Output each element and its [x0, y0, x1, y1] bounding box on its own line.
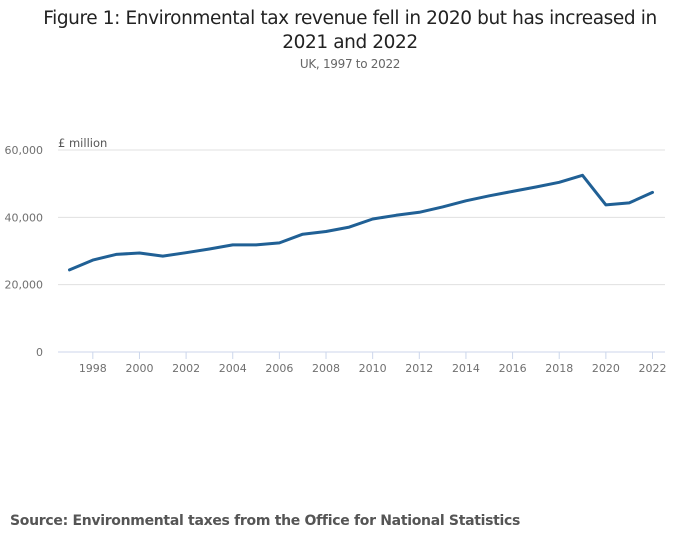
data-point: [534, 185, 538, 189]
data-point: [558, 181, 561, 184]
data-point: [464, 199, 468, 203]
x-tick-label: 2002: [172, 362, 200, 375]
data-point: [371, 217, 374, 221]
data-point: [324, 230, 328, 233]
x-tick-label: 2008: [312, 362, 340, 375]
y-tick-label: 0: [36, 346, 43, 359]
data-point: [348, 225, 351, 229]
x-tick-label: 2022: [639, 362, 667, 375]
x-tick-label: 2016: [499, 362, 527, 375]
data-point: [231, 243, 234, 247]
y-axis: 0 20,000 40,000 60,000: [5, 144, 44, 359]
data-point: [114, 253, 118, 256]
data-point: [254, 243, 258, 247]
data-point: [301, 232, 304, 236]
chart-subtitle: UK, 1997 to 2022: [299, 57, 401, 71]
data-point: [604, 203, 608, 207]
data-point: [138, 251, 141, 255]
series-line: [68, 173, 654, 272]
data-point: [627, 201, 631, 205]
data-point: [208, 247, 211, 251]
x-tick-label: 2006: [265, 362, 293, 375]
data-point: [441, 205, 444, 209]
data-point: [161, 254, 164, 258]
data-point: [488, 194, 491, 197]
y-tick-label: 40,000: [5, 211, 44, 224]
data-point: [278, 241, 281, 245]
data-point: [651, 191, 654, 194]
x-tick-label: 2012: [405, 362, 433, 375]
gridlines: [58, 149, 665, 286]
x-tick-label: 2014: [452, 362, 480, 375]
data-point: [418, 211, 421, 214]
x-axis: 1998 2000 2002 2004 2006 2008 2010 2012 2014 2016…: [58, 351, 667, 375]
data-point: [394, 214, 398, 217]
data-point: [68, 268, 71, 272]
data-point: [511, 190, 514, 193]
x-tick-label: 2004: [219, 362, 247, 375]
y-axis-label: £ million: [58, 136, 107, 150]
x-tick-label: 2000: [125, 362, 153, 375]
data-point: [581, 174, 584, 177]
x-tick-label: 1998: [79, 362, 107, 375]
x-tick-label: 2010: [359, 362, 387, 375]
chart-title: Figure 1: Environmental tax revenue fell…: [43, 8, 657, 53]
source-note: Source: Environmental taxes from the Off…: [10, 513, 521, 529]
series-lines: [68, 173, 654, 272]
data-point: [184, 251, 188, 254]
y-tick-label: 20,000: [5, 279, 44, 292]
x-tick-label: 2020: [592, 362, 620, 375]
data-point: [91, 258, 95, 262]
line-chart: 0 20,000 40,000 60,000 1998 2000 2002 2004 2006…: [5, 136, 667, 375]
x-tick-label: 2018: [545, 362, 573, 375]
y-tick-label: 60,000: [5, 144, 44, 157]
